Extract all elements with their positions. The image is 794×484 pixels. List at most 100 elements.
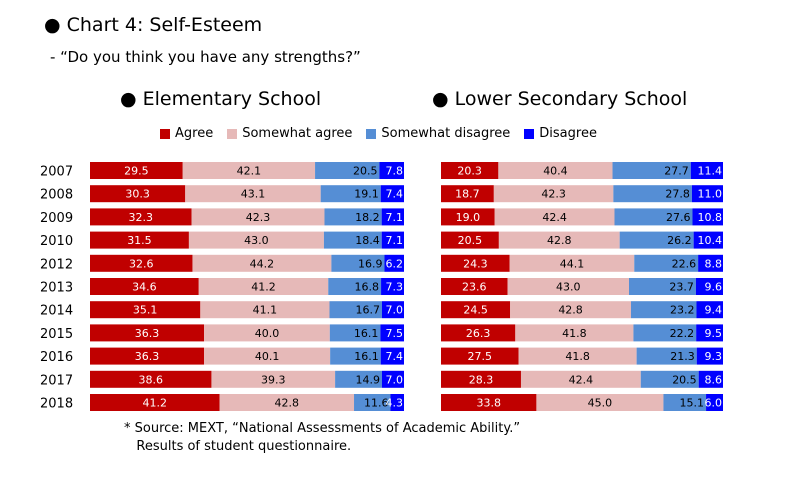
- bar-segment-agree: [441, 347, 519, 365]
- bar-segment-agree: [441, 301, 511, 319]
- bar-segment-disagree: [691, 185, 723, 203]
- legend-swatch-agree: [160, 128, 170, 139]
- bar-segment-disagree: [381, 370, 404, 388]
- data-label-agree: 26.3: [466, 327, 491, 340]
- bar-segment-somewhat-agree: [520, 370, 641, 388]
- data-label-agree: 28.3: [469, 373, 494, 386]
- data-label-disagree: 11.0: [698, 188, 723, 201]
- bar-segment-agree: [441, 254, 510, 272]
- data-label-somewhat-disagree: 18.4: [355, 234, 380, 247]
- bar-segment-disagree: [380, 347, 404, 365]
- data-label-agree: 29.5: [124, 165, 149, 178]
- bar-segment-somewhat-disagree: [331, 254, 385, 272]
- data-label-agree: 33.8: [476, 397, 501, 410]
- data-label-disagree: 7.1: [386, 234, 404, 247]
- bar-segment-disagree: [692, 208, 723, 226]
- data-label-somewhat-agree: 43.0: [556, 281, 581, 294]
- data-label-somewhat-disagree: 19.1: [354, 188, 379, 201]
- data-label-somewhat-disagree: 27.8: [665, 188, 690, 201]
- bar-segment-disagree: [696, 301, 723, 319]
- bar-segment-disagree: [696, 324, 723, 342]
- data-label-agree: 31.5: [127, 234, 152, 247]
- data-label-somewhat-agree: 41.1: [253, 304, 278, 317]
- data-label-somewhat-disagree: 20.5: [672, 373, 697, 386]
- data-label-somewhat-agree: 41.8: [562, 327, 587, 340]
- data-label-disagree: 7.4: [386, 188, 404, 201]
- data-label-somewhat-disagree: 14.9: [355, 373, 380, 386]
- data-label-agree: 32.3: [129, 211, 154, 224]
- bar-segment-somewhat-disagree: [636, 347, 697, 365]
- year-label: 2012: [40, 257, 73, 272]
- bar-segment-somewhat-disagree: [614, 208, 693, 226]
- source-note: * Source: MEXT, “National Assessments of…: [124, 421, 521, 454]
- legend-swatch-somewhat-disagree: [366, 128, 377, 139]
- data-label-somewhat-agree: 39.3: [261, 373, 286, 386]
- data-label-somewhat-agree: 42.1: [237, 165, 262, 178]
- year-label: 2017: [40, 373, 73, 388]
- year-label: 2016: [40, 350, 73, 365]
- data-label-disagree: 9.5: [705, 327, 723, 340]
- data-label-agree: 36.3: [135, 350, 160, 363]
- bar-segment-somewhat-agree: [204, 347, 331, 365]
- bar-segment-somewhat-agree: [182, 162, 316, 179]
- bar-segment-agree: [90, 208, 192, 226]
- data-label-disagree: 8.8: [705, 257, 723, 270]
- bar-segment-somewhat-agree: [498, 162, 613, 179]
- bar-segment-disagree: [690, 162, 723, 179]
- data-label-agree: 30.3: [125, 188, 150, 201]
- bar-segment-disagree: [381, 208, 404, 226]
- year-label: 2009: [40, 211, 73, 226]
- bar-segment-agree: [90, 231, 189, 249]
- year-label: 2008: [40, 188, 73, 203]
- legend-item-somewhat-disagree: Somewhat disagree: [366, 126, 510, 141]
- data-label-disagree: 9.4: [705, 304, 723, 317]
- data-label-somewhat-agree: 42.3: [246, 211, 271, 224]
- bar-segment-disagree: [693, 231, 723, 249]
- year-label: 2015: [40, 327, 73, 342]
- bar-segment-agree: [90, 278, 199, 295]
- data-label-somewhat-agree: 42.8: [558, 304, 583, 317]
- bar-segment-somewhat-agree: [185, 185, 321, 203]
- data-label-disagree: 7.0: [386, 304, 404, 317]
- data-label-disagree: 9.6: [705, 281, 723, 294]
- bar-segment-somewhat-agree: [536, 394, 664, 411]
- data-label-somewhat-disagree: 11.6: [364, 397, 389, 410]
- legend-swatch-somewhat-agree: [227, 128, 238, 139]
- data-label-agree: 18.7: [455, 188, 480, 201]
- data-label-somewhat-disagree: 26.2: [667, 234, 692, 247]
- year-label: 2014: [40, 304, 73, 319]
- data-label-disagree: 6.2: [386, 257, 404, 270]
- data-label-disagree: 10.8: [698, 211, 723, 224]
- data-label-somewhat-disagree: 16.1: [354, 350, 379, 363]
- data-label-somewhat-disagree: 21.3: [670, 350, 695, 363]
- bar-segment-somewhat-disagree: [633, 324, 697, 342]
- bar-segment-somewhat-agree: [518, 347, 637, 365]
- data-label-agree: 24.5: [463, 304, 488, 317]
- data-label-somewhat-agree: 41.8: [565, 350, 590, 363]
- data-label-somewhat-disagree: 20.5: [353, 165, 378, 178]
- bar-segment-disagree: [698, 370, 723, 388]
- bar-segment-somewhat-agree: [498, 231, 620, 249]
- chart-elementary: 29.5 42.1 20.5 7.8 30.3 43.1 19.1 7.4 32.3 42.3 18…: [90, 162, 404, 411]
- legend-item-disagree: Disagree: [524, 126, 597, 141]
- legend-item-agree: Agree: [160, 126, 213, 141]
- bar-segment-disagree: [380, 324, 404, 342]
- year-label: 2018: [40, 397, 73, 412]
- data-label-agree: 27.5: [468, 350, 493, 363]
- bar-segment-somewhat-agree: [200, 301, 330, 319]
- bar-segment-agree: [90, 394, 220, 411]
- bar-segment-disagree: [390, 394, 404, 411]
- data-label-somewhat-disagree: 18.2: [355, 211, 380, 224]
- data-label-agree: 38.6: [138, 373, 163, 386]
- data-label-somewhat-agree: 44.1: [560, 257, 585, 270]
- bar-segment-disagree: [379, 162, 404, 179]
- bar-segment-disagree: [381, 278, 404, 295]
- bar-segment-agree: [441, 278, 508, 295]
- legend: Agree Somewhat agree Somewhat disagree D…: [160, 126, 611, 141]
- bar-segment-disagree: [696, 347, 723, 365]
- data-label-somewhat-agree: 42.3: [541, 188, 566, 201]
- bar-segment-somewhat-disagree: [629, 278, 696, 295]
- data-label-somewhat-disagree: 27.6: [666, 211, 691, 224]
- bar-segment-agree: [441, 324, 516, 342]
- bar-segment-somewhat-disagree: [640, 370, 699, 388]
